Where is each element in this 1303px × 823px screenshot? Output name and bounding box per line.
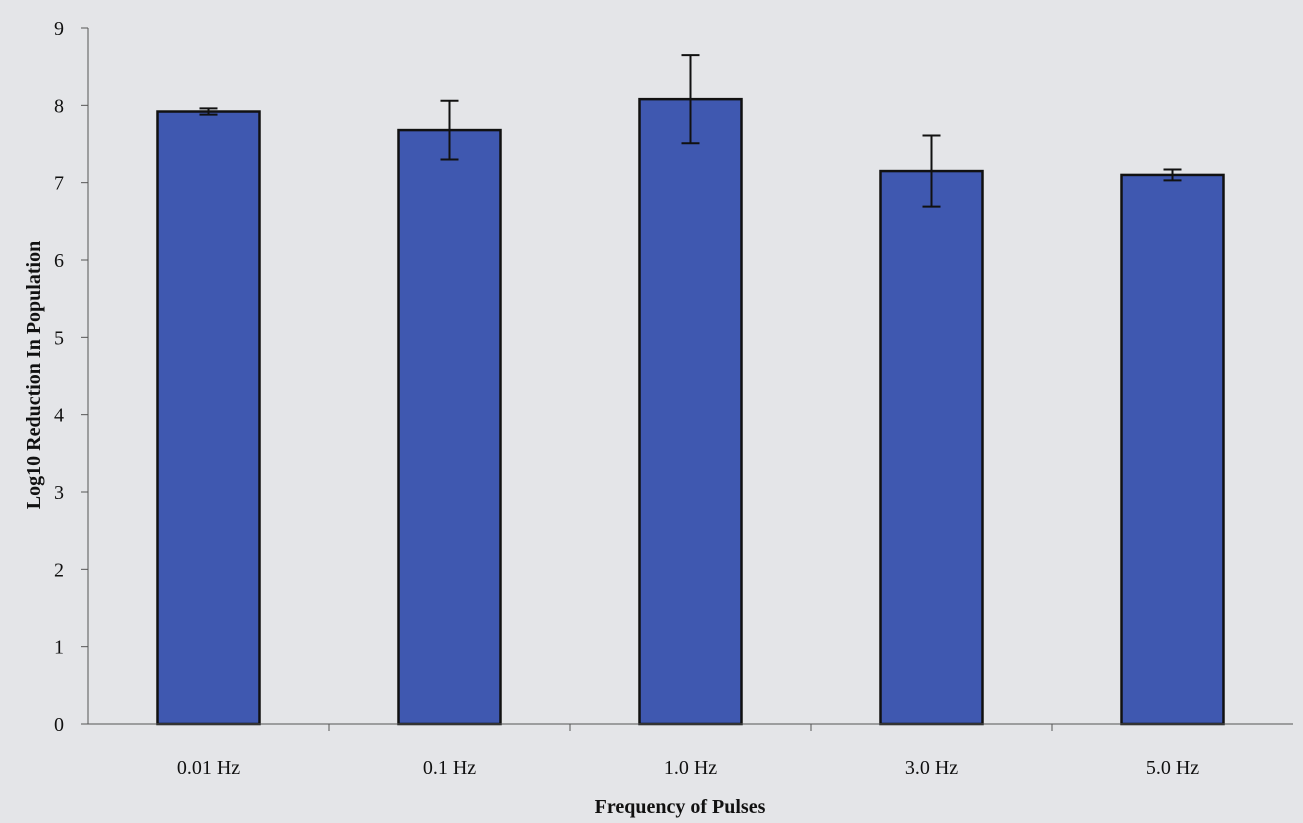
x-tick-label: 0.1 Hz: [423, 757, 476, 779]
y-tick-label: 9: [54, 18, 64, 40]
x-tick-label: 5.0 Hz: [1146, 757, 1199, 779]
y-tick-label: 8: [54, 95, 64, 117]
y-axis-ticks: 0 1 2 3 4 5 6 7 8 9: [54, 18, 88, 736]
axes-group: [87, 28, 1293, 725]
bar: [638, 97, 743, 726]
y-tick-label: 6: [54, 250, 64, 272]
y-axis-title: Log10 Reduction In Population: [23, 241, 45, 509]
y-tick-label: 5: [54, 327, 64, 349]
x-axis-ticks: 0.01 Hz 0.1 Hz 1.0 Hz 3.0 Hz 5.0 Hz: [177, 724, 1199, 779]
x-tick-label: 0.01 Hz: [177, 757, 240, 779]
bar: [879, 169, 984, 726]
y-tick-label: 3: [54, 482, 64, 504]
y-tick-label: 1: [54, 637, 64, 659]
bar: [397, 128, 502, 726]
y-tick-label: 2: [54, 559, 64, 581]
x-axis-title: Frequency of Pulses: [595, 796, 766, 818]
y-tick-label: 0: [54, 714, 64, 736]
x-tick-label: 1.0 Hz: [664, 757, 717, 779]
y-tick-label: 4: [54, 405, 64, 427]
bar: [1120, 173, 1225, 726]
error-bars-group: [199, 54, 1182, 208]
bars-group: [156, 97, 1225, 726]
x-tick-label: 3.0 Hz: [905, 757, 958, 779]
y-tick-label: 7: [54, 173, 64, 195]
bar: [156, 110, 261, 726]
